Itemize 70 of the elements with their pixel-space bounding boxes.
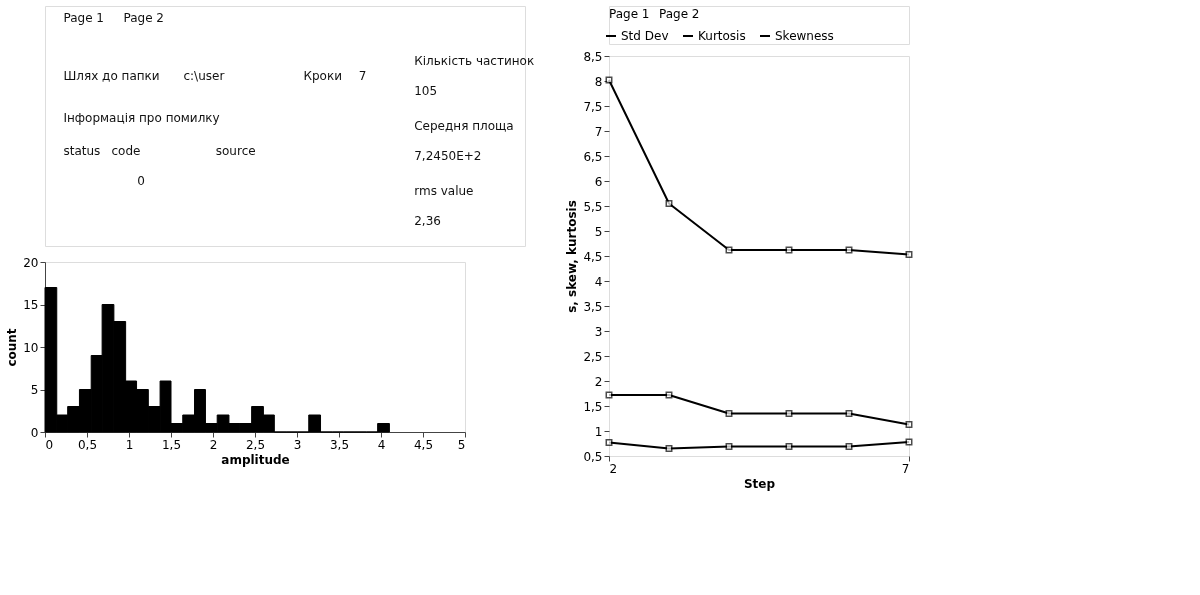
point xyxy=(845,410,853,417)
text: source xyxy=(215,144,256,158)
point xyxy=(665,200,673,207)
text: Інформація про помилку xyxy=(63,111,220,125)
text: 105 xyxy=(414,84,438,98)
x-tick-label: 4 xyxy=(377,437,386,452)
y-tick-label: 1,5 xyxy=(583,399,603,414)
y-tick-label: 8 xyxy=(594,74,603,89)
x-axis-title: Step xyxy=(743,476,776,491)
text: 7 xyxy=(358,69,367,83)
y-tick-label: 5 xyxy=(594,224,603,239)
x-tick-label: 1,5 xyxy=(161,437,182,452)
x-tick-label: 4,5 xyxy=(413,437,434,452)
text: status xyxy=(63,144,101,158)
y-tick-label: 15 xyxy=(23,298,39,312)
y-axis-title: s, skew, kurtosis xyxy=(565,200,580,313)
text: code xyxy=(111,144,141,158)
text: rms value xyxy=(414,184,474,198)
x-tick-label: 5 xyxy=(457,437,466,452)
y-tick-label: 20 xyxy=(23,255,39,270)
legend-label: Skewness xyxy=(775,29,834,43)
y-tick-label: 2,5 xyxy=(583,349,603,364)
text: Кроки xyxy=(303,69,342,83)
x-tick-label: 2 xyxy=(209,437,218,452)
y-tick-label: 7 xyxy=(594,124,603,139)
y-tick-label: 5 xyxy=(30,383,39,397)
point xyxy=(905,421,913,428)
legend-label: Std Dev xyxy=(621,29,669,43)
x-tick-label: 3,5 xyxy=(329,437,350,452)
text: 0 xyxy=(137,174,145,188)
x-tick-label: 1 xyxy=(125,437,134,452)
point xyxy=(845,443,853,450)
y-tick-label: 3,5 xyxy=(583,299,603,314)
x-axis-title: amplitude xyxy=(221,452,290,467)
x-tick-label: 2,5 xyxy=(245,437,266,452)
text: Page 1 xyxy=(63,11,104,25)
y-tick-label: 3 xyxy=(594,324,603,339)
point xyxy=(605,439,613,446)
y-tick-label: 0,5 xyxy=(583,449,603,464)
text: c:\user xyxy=(183,69,225,83)
y-tick-label: 5,5 xyxy=(583,199,603,214)
point xyxy=(665,445,673,452)
y-tick-label: 6,5 xyxy=(583,149,603,164)
y-tick-label: 6 xyxy=(594,174,603,189)
text: 2,36 xyxy=(414,214,441,228)
point xyxy=(725,410,733,417)
x-tick-label: 0 xyxy=(45,437,54,452)
text: Page 2 xyxy=(123,11,164,25)
point xyxy=(785,443,793,450)
y-tick-label: 4,5 xyxy=(583,249,603,264)
text: Середня площа xyxy=(414,119,514,133)
y-tick-label: 0 xyxy=(30,425,39,440)
y-tick-label: 8,5 xyxy=(583,49,603,64)
point xyxy=(905,251,913,258)
y-tick-label: 1 xyxy=(594,424,603,439)
legend-label: Kurtosis xyxy=(698,29,746,43)
text: 7,2450E+2 xyxy=(414,149,482,163)
text: Page 1 xyxy=(609,7,650,21)
x-tick-label: 3 xyxy=(293,437,302,452)
point xyxy=(725,443,733,450)
y-axis-title: count xyxy=(5,328,20,367)
text: Кількість частинок xyxy=(414,54,535,68)
point xyxy=(785,410,793,417)
text: Шлях до папки xyxy=(63,69,160,83)
y-tick-label: 2 xyxy=(594,374,603,389)
text: Page 2 xyxy=(659,7,700,21)
y-tick-label: 10 xyxy=(23,340,39,355)
y-tick-label: 7,5 xyxy=(583,99,603,114)
x-tick-label: 0,5 xyxy=(77,437,98,452)
y-tick-label: 4 xyxy=(594,274,603,289)
